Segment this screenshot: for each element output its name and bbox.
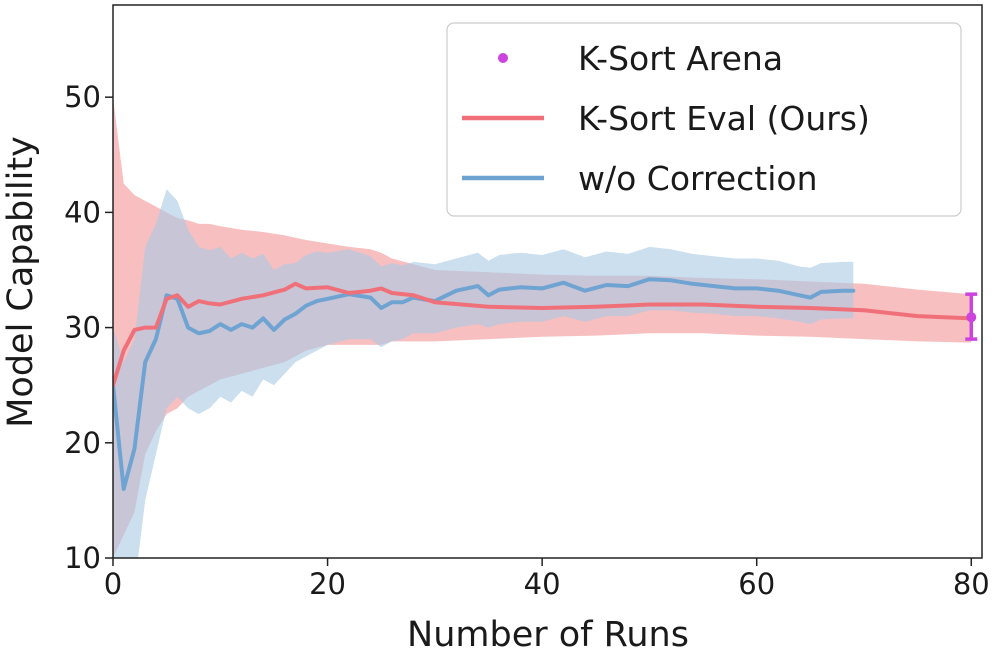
y-tick-label: 20 (64, 426, 101, 460)
line-wo-correction (113, 277, 856, 491)
x-tick-label: 40 (524, 567, 561, 601)
legend-label-ksort-eval: K-Sort Eval (Ours) (578, 99, 870, 138)
line-ksort-eval (113, 281, 974, 388)
series-lines (113, 277, 974, 491)
y-tick-label: 30 (64, 311, 101, 345)
x-axis-title: Number of Runs (407, 615, 689, 650)
legend-label-arena: K-Sort Arena (578, 39, 783, 78)
arena-point (966, 312, 977, 323)
x-tick-label: 20 (309, 567, 346, 601)
y-axis-title: Model Capability (1, 136, 41, 428)
x-tick-label: 80 (953, 567, 990, 601)
band-ksort-eval (113, 97, 972, 558)
x-axis-ticks: 0 20 40 60 80 (104, 558, 990, 601)
legend-swatch-arena (498, 53, 508, 63)
x-tick-label: 0 (104, 567, 122, 601)
plot-frame (112, 4, 983, 559)
x-tick-label: 60 (738, 567, 775, 601)
y-tick-label: 50 (64, 80, 101, 114)
legend-box (446, 22, 962, 217)
arena-points (965, 292, 978, 341)
legend: K-Sort Arena K-Sort Eval (Ours) w/o Corr… (446, 22, 962, 217)
y-tick-label: 40 (64, 195, 101, 229)
legend-label-wo-correction: w/o Correction (578, 159, 818, 198)
y-axis-ticks: 10 20 30 40 50 (64, 80, 113, 575)
y-tick-label: 10 (64, 541, 101, 575)
